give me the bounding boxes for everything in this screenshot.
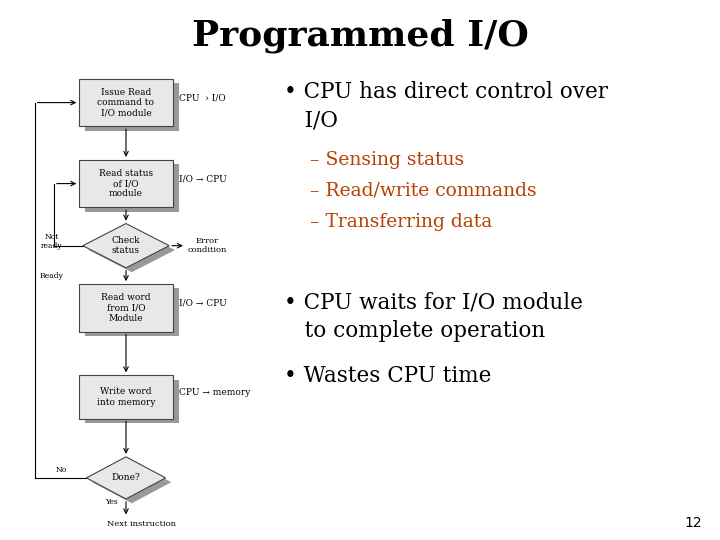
- FancyBboxPatch shape: [79, 375, 173, 418]
- Text: I/O → CPU: I/O → CPU: [179, 175, 226, 184]
- Text: Error
condition: Error condition: [187, 237, 227, 254]
- Text: Programmed I/O: Programmed I/O: [192, 19, 528, 53]
- Text: Ready: Ready: [40, 273, 64, 280]
- Text: • CPU has direct control over
   I/O: • CPU has direct control over I/O: [284, 81, 608, 132]
- Text: CPU  › I/O: CPU › I/O: [179, 94, 225, 103]
- FancyBboxPatch shape: [85, 380, 179, 423]
- Text: Write word
into memory: Write word into memory: [96, 387, 156, 407]
- Text: Not
ready: Not ready: [41, 233, 63, 250]
- Text: Issue Read
command to
I/O module: Issue Read command to I/O module: [97, 87, 155, 118]
- Polygon shape: [92, 461, 171, 503]
- Text: – Transferring data: – Transferring data: [310, 213, 492, 231]
- Text: CPU → memory: CPU → memory: [179, 388, 250, 397]
- Text: Next instruction: Next instruction: [107, 520, 176, 528]
- Text: Done?: Done?: [112, 474, 140, 482]
- FancyBboxPatch shape: [79, 160, 173, 207]
- Text: Read status
of I/O
module: Read status of I/O module: [99, 168, 153, 199]
- FancyBboxPatch shape: [85, 83, 179, 131]
- Polygon shape: [86, 457, 166, 499]
- Text: – Read/write commands: – Read/write commands: [310, 182, 536, 200]
- Polygon shape: [83, 224, 169, 268]
- Text: No: No: [55, 466, 67, 474]
- FancyBboxPatch shape: [79, 79, 173, 126]
- FancyBboxPatch shape: [85, 288, 179, 336]
- Text: Check
status: Check status: [112, 236, 140, 255]
- FancyBboxPatch shape: [85, 164, 179, 212]
- Text: • Wastes CPU time: • Wastes CPU time: [284, 364, 492, 387]
- Text: Read word
from I/O
Module: Read word from I/O Module: [102, 293, 150, 323]
- Text: – Sensing status: – Sensing status: [310, 151, 464, 169]
- Text: I/O → CPU: I/O → CPU: [179, 299, 226, 308]
- FancyBboxPatch shape: [79, 284, 173, 332]
- Polygon shape: [89, 228, 175, 272]
- Text: • CPU waits for I/O module
   to complete operation: • CPU waits for I/O module to complete o…: [284, 292, 583, 342]
- Text: Yes: Yes: [105, 498, 118, 506]
- Text: 12: 12: [685, 516, 702, 530]
